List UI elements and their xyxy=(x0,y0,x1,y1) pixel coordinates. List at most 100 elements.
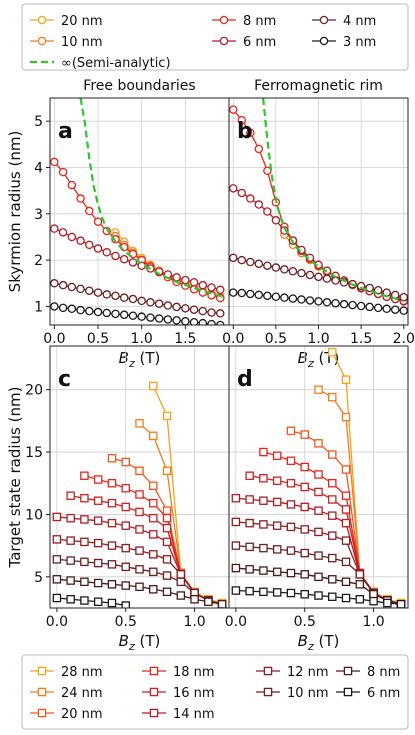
data-point xyxy=(356,301,366,311)
data-point xyxy=(181,304,190,313)
data-point xyxy=(189,278,199,287)
legend-entry: 8 nm xyxy=(336,665,400,680)
data-point xyxy=(355,570,365,579)
legend-label: 14 nm xyxy=(173,707,215,722)
x-axis-label-symbol: B xyxy=(119,349,129,367)
legend-label: 16 nm xyxy=(173,686,215,701)
data-point xyxy=(341,491,351,500)
data-point xyxy=(50,279,59,288)
data-point xyxy=(348,300,357,310)
data-point xyxy=(245,471,254,481)
data-point xyxy=(80,537,89,547)
data-point xyxy=(128,258,138,267)
data-point xyxy=(271,263,281,272)
data-point xyxy=(207,283,216,292)
data-point xyxy=(355,595,365,604)
data-point xyxy=(107,541,117,550)
x-axis-label-unit: (T) xyxy=(135,349,161,367)
x-tick-label: 0.5 xyxy=(294,614,316,630)
legend-swatch-marker xyxy=(149,666,159,676)
data-point xyxy=(50,157,59,167)
data-point xyxy=(181,275,190,285)
data-point xyxy=(300,502,309,512)
data-point xyxy=(254,200,264,209)
data-point xyxy=(314,572,323,582)
data-point xyxy=(198,306,208,316)
legend-label: 6 nm xyxy=(367,686,400,701)
data-point xyxy=(272,545,282,554)
data-point xyxy=(286,546,296,555)
data-point xyxy=(93,307,103,317)
data-point xyxy=(66,536,75,545)
legend-entry: 18 nm xyxy=(142,665,215,680)
data-point xyxy=(246,194,255,203)
data-point xyxy=(263,166,272,175)
panel-label-d: d xyxy=(237,367,253,392)
data-point xyxy=(259,566,268,575)
data-point xyxy=(58,303,68,313)
data-point xyxy=(328,575,337,584)
data-point xyxy=(314,551,323,560)
series-group xyxy=(229,98,408,315)
data-point xyxy=(259,447,268,457)
series-line-semi-analytic xyxy=(262,98,405,302)
data-point xyxy=(149,431,158,441)
x-tick-label: 0.5 xyxy=(87,331,109,347)
data-point xyxy=(67,180,77,190)
data-point xyxy=(198,280,208,290)
x-axis-label: Bz (T) xyxy=(119,349,161,370)
legend-entry: 4 nm xyxy=(312,14,376,29)
data-point xyxy=(288,294,298,303)
x-tick-label: 1.0 xyxy=(131,331,153,347)
data-point xyxy=(271,292,281,301)
legend-swatch-marker xyxy=(37,687,47,697)
data-point xyxy=(135,490,144,499)
data-point xyxy=(93,538,103,548)
legend-swatch-marker xyxy=(219,15,229,25)
data-point xyxy=(246,289,255,299)
data-point xyxy=(66,595,75,604)
data-point xyxy=(135,582,144,592)
data-point xyxy=(93,288,103,297)
data-point xyxy=(314,385,323,394)
data-point xyxy=(328,531,337,540)
data-point xyxy=(272,588,282,597)
data-point xyxy=(231,493,241,503)
legend-entry: 12 nm xyxy=(256,665,329,680)
data-point xyxy=(300,590,309,599)
data-point xyxy=(259,473,268,483)
data-point xyxy=(231,541,241,550)
data-point xyxy=(149,567,158,577)
data-point xyxy=(355,580,365,589)
data-point xyxy=(121,457,130,467)
data-point xyxy=(216,285,225,295)
data-point xyxy=(229,253,238,263)
data-point xyxy=(322,274,332,283)
data-point xyxy=(93,217,103,226)
data-point xyxy=(341,518,351,528)
data-point xyxy=(399,292,408,302)
data-point xyxy=(128,311,138,320)
legend-bottom: 28 nm 24 nm 20 nm 18 nm 16 nm 14 nm 12 nm 10 nm… xyxy=(21,654,409,730)
data-point xyxy=(365,302,374,312)
data-point xyxy=(328,347,337,357)
legend-swatch-marker xyxy=(319,15,329,25)
data-point xyxy=(217,600,227,608)
x-tick-label: 1.0 xyxy=(307,331,329,347)
y-tick-label: 10 xyxy=(25,507,43,523)
y-tick-label: 5 xyxy=(34,114,43,130)
data-point xyxy=(288,267,298,276)
x-axis-label-symbol: B xyxy=(298,349,308,367)
chart-panel-c: 0.0 0.5 1.0 5 10 15 20 Bz (T) c Target state radi… xyxy=(6,345,230,653)
data-point xyxy=(314,297,323,306)
data-point xyxy=(314,506,323,515)
data-point xyxy=(328,592,337,602)
data-point xyxy=(163,315,173,324)
data-point xyxy=(85,306,94,316)
data-point xyxy=(229,184,238,193)
data-point xyxy=(190,595,199,604)
data-point xyxy=(341,412,351,422)
legend-swatch-marker xyxy=(37,708,47,718)
legend-label: ∞(Semi-analytic) xyxy=(61,56,171,71)
data-point xyxy=(80,515,89,524)
